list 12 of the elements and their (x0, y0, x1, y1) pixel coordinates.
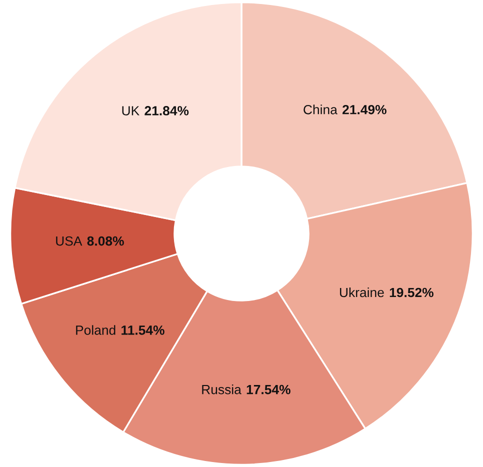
data-label: 21.49% (342, 104, 386, 114)
slice-label: China (304, 104, 338, 114)
slice-label: Ukraine (340, 287, 384, 298)
data-label: 21.84% (144, 106, 189, 116)
slice-label: UK (122, 106, 140, 116)
data-label: 19.52% (390, 288, 434, 298)
data-label: 8.08% (87, 236, 124, 246)
slice-label: Russia (202, 384, 242, 394)
data-label: 11.54% (122, 326, 164, 335)
slice-label: USA (56, 236, 82, 246)
slice-label: Poland (76, 325, 116, 335)
data-label: 17.54% (246, 384, 290, 394)
